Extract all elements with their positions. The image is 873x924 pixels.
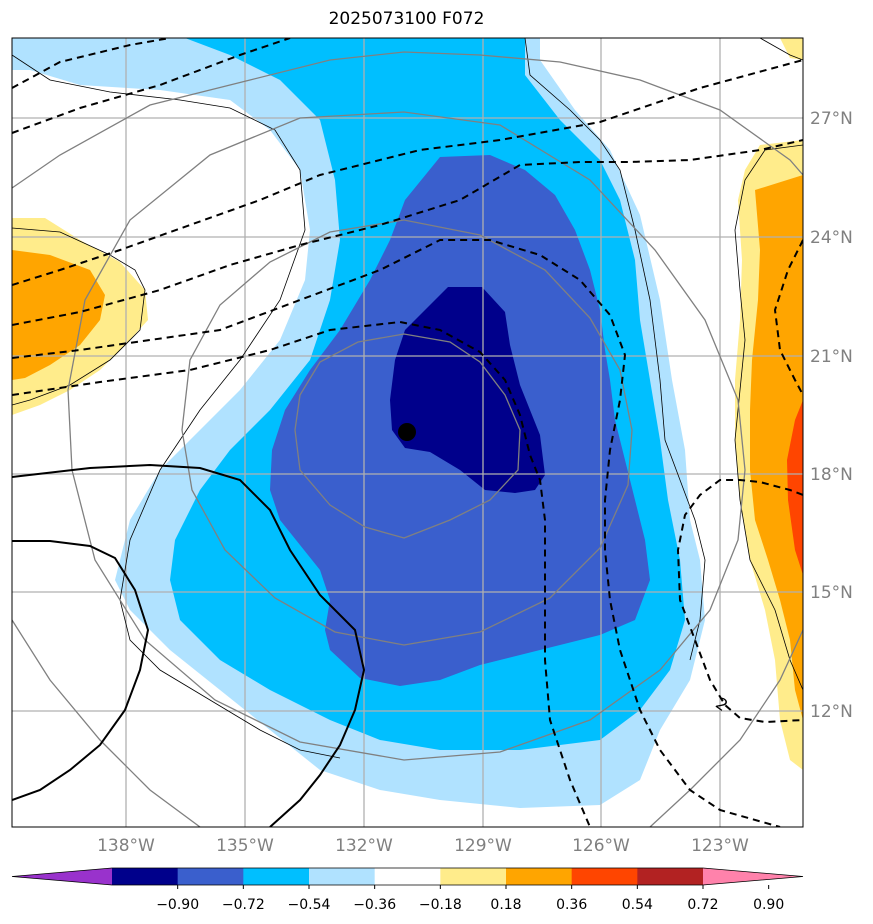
colorbar-segment xyxy=(374,868,441,885)
storm-center-marker xyxy=(398,423,416,441)
lat-label: 18°N xyxy=(810,465,853,485)
colorbar-segment xyxy=(440,868,507,885)
colorbar-tick-label: −0.54 xyxy=(288,897,331,913)
longitude-labels: 138°W 135°W 132°W 129°W 126°W 123°W xyxy=(97,836,749,856)
gray-circles xyxy=(12,51,803,827)
dashed-contours xyxy=(12,38,803,827)
colorbar-extension-high xyxy=(703,868,803,885)
fill-orange-west xyxy=(12,250,105,380)
colorbar-segment xyxy=(243,868,310,885)
colorbar-tick-label: −0.36 xyxy=(353,897,396,913)
lat-label: 27°N xyxy=(810,109,853,129)
colorbar-tick-label: −0.72 xyxy=(222,897,265,913)
lon-label: 135°W xyxy=(216,836,274,856)
lon-label: 126°W xyxy=(572,836,630,856)
colorbar-tick-label: 0.90 xyxy=(753,897,784,913)
thin-outlines xyxy=(12,38,803,759)
lon-label: 129°W xyxy=(454,836,512,856)
latitude-labels: 27°N 24°N 21°N 18°N 15°N 12°N xyxy=(810,109,853,722)
colorbar-tick-label: 0.18 xyxy=(490,897,521,913)
lat-label: 15°N xyxy=(810,583,853,603)
colorbar-segment xyxy=(309,868,376,885)
lon-label: 132°W xyxy=(335,836,393,856)
colorbar-tick-label: 0.36 xyxy=(556,897,587,913)
colorbar-segment xyxy=(506,868,573,885)
colorbar-segment xyxy=(637,868,704,885)
fill-orange-east xyxy=(750,175,803,720)
colorbar-tick-label: −0.90 xyxy=(156,897,199,913)
map-frame xyxy=(11,37,804,828)
colorbar-segment xyxy=(112,868,179,885)
lat-label: 12°N xyxy=(810,702,853,722)
map-title: 2025073100 F072 xyxy=(328,9,485,29)
lon-label: 123°W xyxy=(691,836,749,856)
colorbar-extension-low xyxy=(12,868,112,885)
fill-orange-red-east xyxy=(787,400,803,575)
lon-label: 138°W xyxy=(97,836,155,856)
colorbar-tick-label: −0.18 xyxy=(419,897,462,913)
colorbar-outline xyxy=(11,867,804,886)
colorbar: −0.90 −0.72 −0.54 −0.36 −0.18 0.18 0.36 0.54 0.7… xyxy=(11,867,804,913)
colorbar-segment xyxy=(177,868,244,885)
colorbar-tick-label: 0.72 xyxy=(687,897,718,913)
colorbar-tick-label: 0.54 xyxy=(622,897,653,913)
map-plot-area: 2 xyxy=(12,38,803,827)
solid-contours xyxy=(12,463,366,827)
lat-label: 21°N xyxy=(810,347,853,367)
colorbar-segment xyxy=(571,868,638,885)
lat-label: 24°N xyxy=(810,228,853,248)
